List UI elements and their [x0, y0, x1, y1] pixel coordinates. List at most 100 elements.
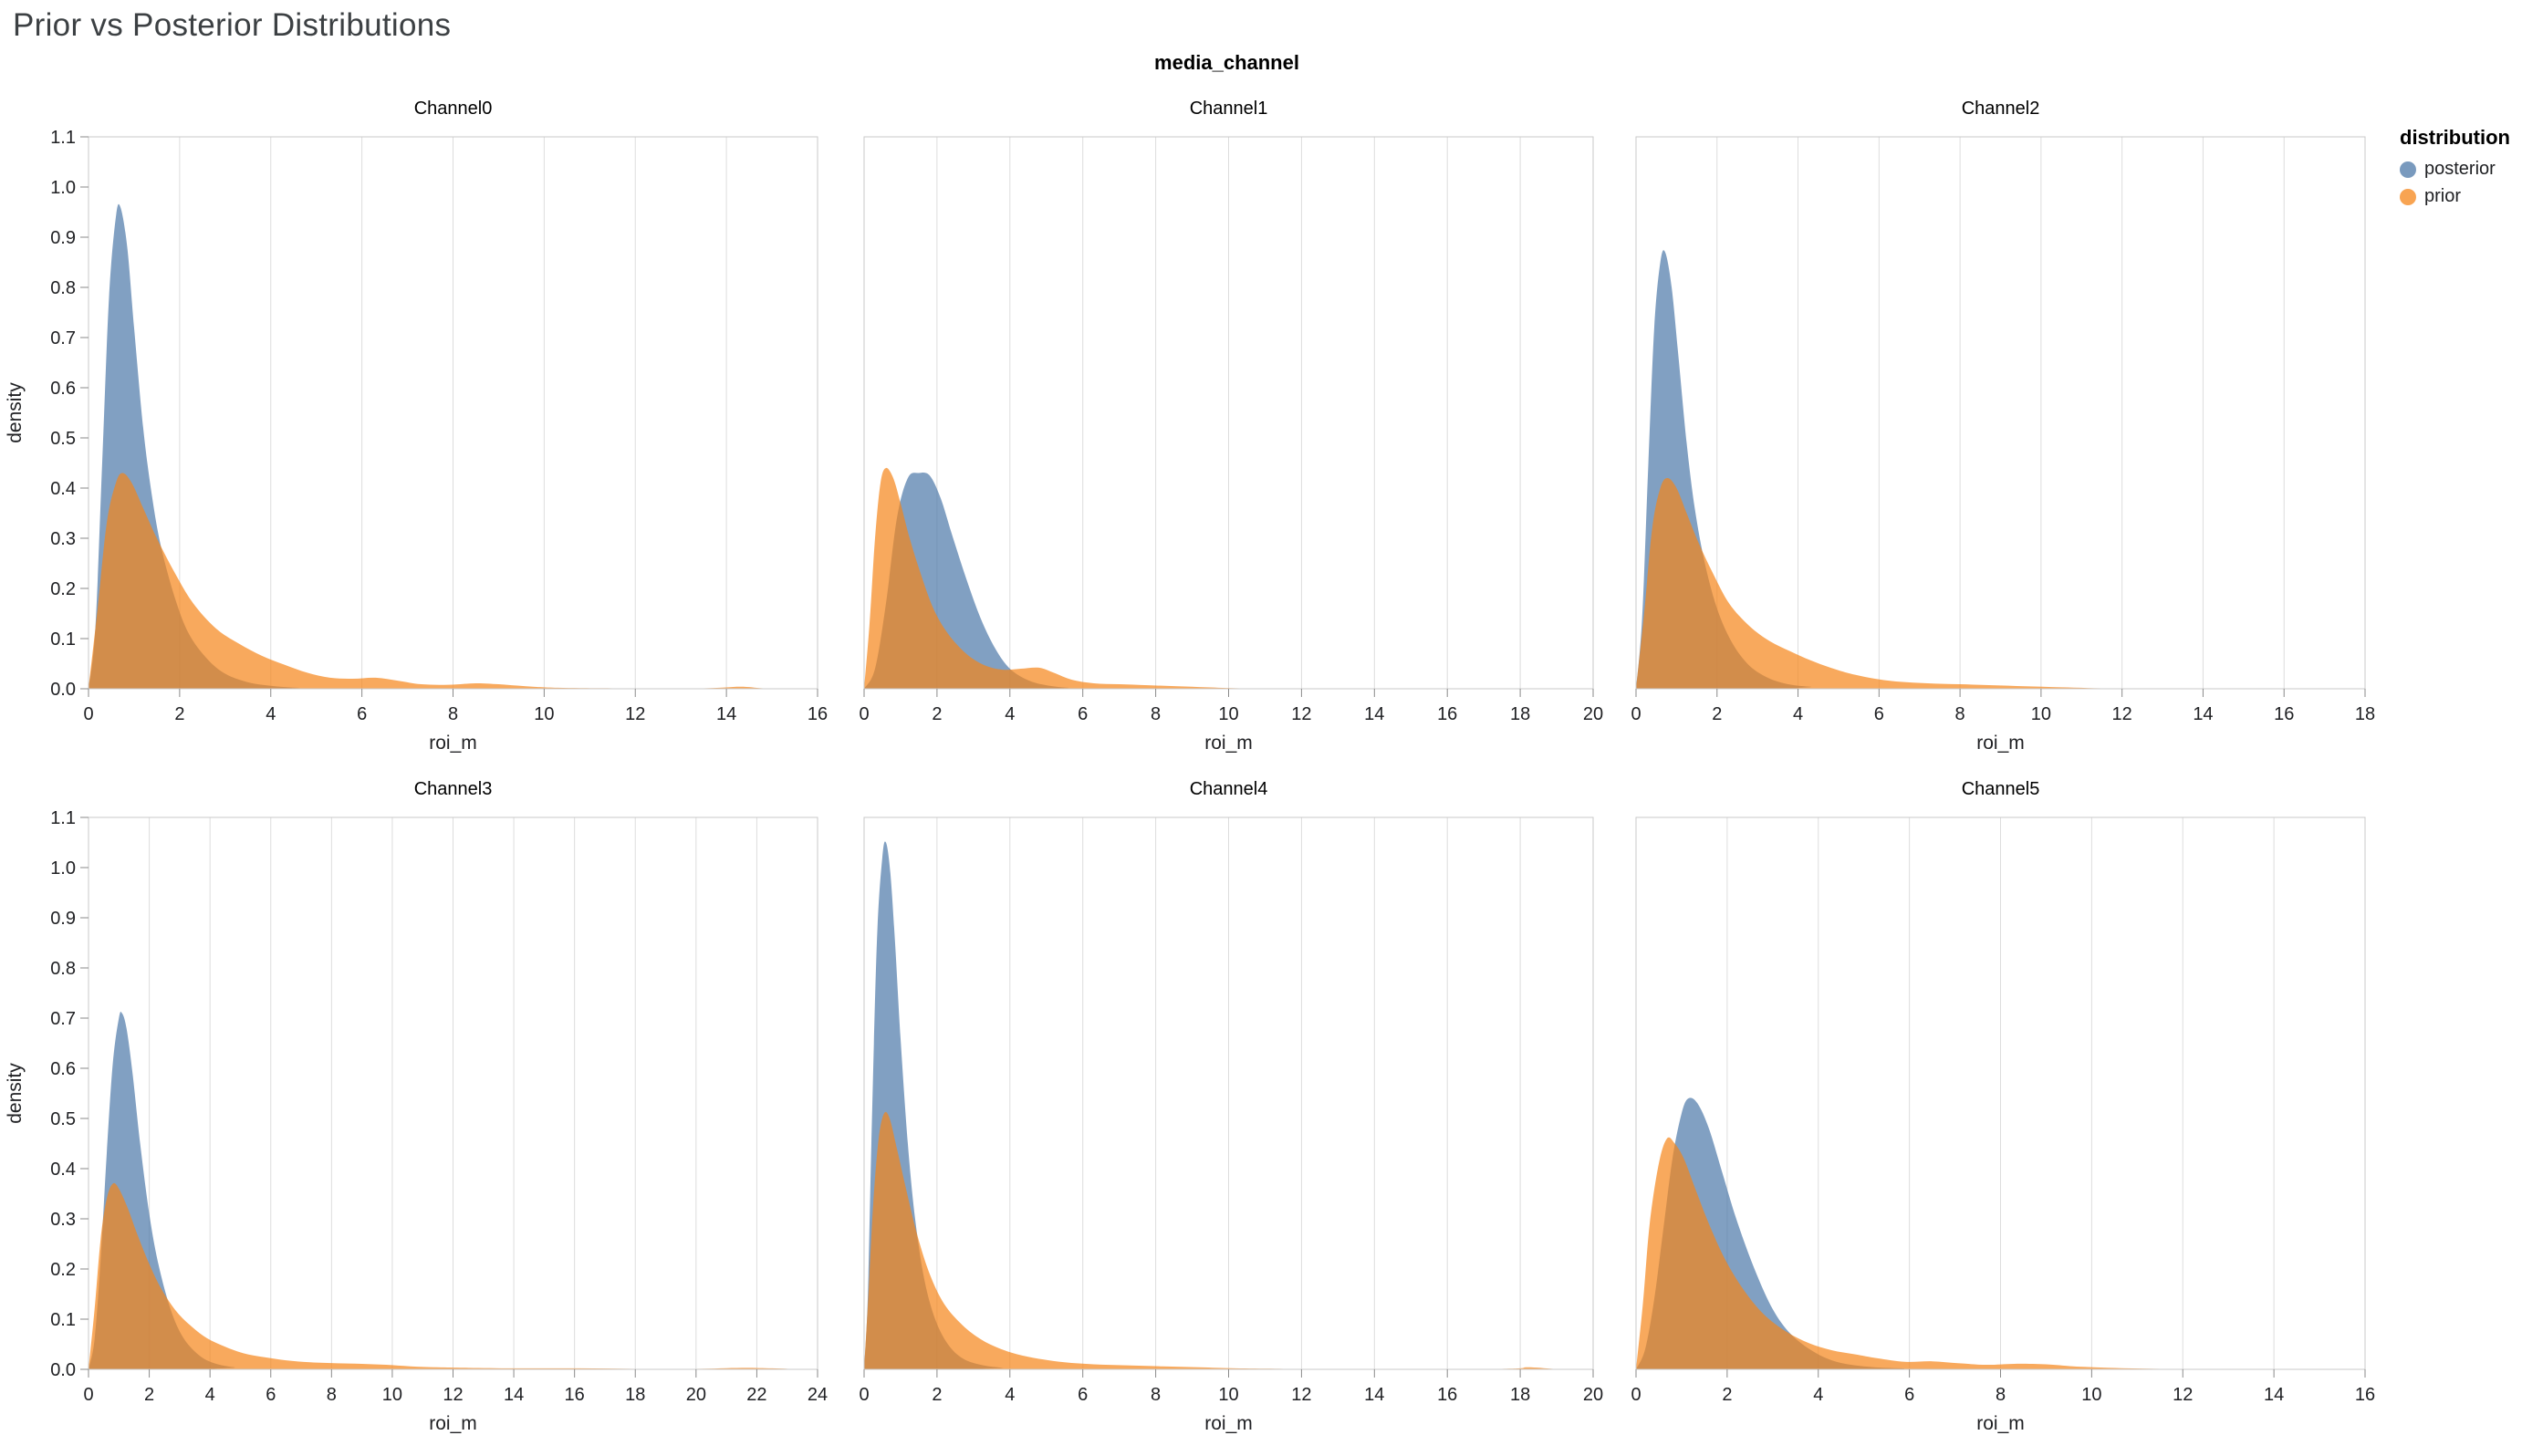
facet-title: Channel4	[1190, 779, 1268, 799]
posterior-swatch-icon	[2400, 161, 2416, 178]
x-tick-label: 18	[1510, 704, 1530, 724]
x-tick-label: 16	[2274, 704, 2294, 724]
y-axis: 0.0 0.1 0.2 0.3 0.4 0.5 0.6 0.7 0.8 0.9 1.0 1.1 dens…	[5, 808, 89, 1380]
facet-title: Channel1	[1190, 99, 1268, 119]
legend-entry-label: posterior	[2424, 159, 2496, 179]
x-axis-title: roi_m	[1204, 733, 1253, 754]
gridlines	[1716, 137, 2366, 689]
facet-title: Channel2	[1962, 99, 2040, 119]
x-tick-label: 4	[266, 704, 276, 724]
y-axis: 0.0 0.1 0.2 0.3 0.4 0.5 0.6 0.7 0.8 0.9 1.0 1.1 dens…	[5, 128, 89, 700]
x-tick-label: 16	[808, 704, 828, 724]
x-tick-label: 8	[1151, 1385, 1161, 1405]
x-tick-label: 18	[1510, 1385, 1530, 1405]
x-tick-label: 2	[174, 704, 184, 724]
x-tick-label: 10	[1218, 704, 1238, 724]
facet-title: Channel5	[1962, 779, 2040, 799]
x-tick-label: 10	[1218, 1385, 1238, 1405]
legend-entry-label: prior	[2424, 186, 2462, 206]
x-tick-label: 14	[1364, 704, 1384, 724]
y-tick-label: 0.9	[50, 228, 76, 248]
x-axis-title: roi_m	[1204, 1413, 1253, 1434]
x-tick-label: 20	[1583, 704, 1603, 724]
y-tick-label: 0.2	[50, 579, 76, 599]
legend-entries: posterior prior	[2400, 159, 2510, 207]
y-tick-label: 1.0	[50, 858, 76, 879]
x-tick-label: 14	[1364, 1385, 1384, 1405]
x-tick-label: 4	[205, 1385, 215, 1405]
x-tick-label: 2	[144, 1385, 154, 1405]
y-tick-label: 0.0	[50, 680, 76, 700]
gridlines	[936, 817, 1594, 1369]
density-areas	[864, 841, 1593, 1369]
x-tick-label: 10	[2081, 1385, 2101, 1405]
y-tick-label: 0.8	[50, 278, 76, 298]
y-axis-title: density	[5, 382, 26, 443]
x-axis-title: roi_m	[1976, 1413, 2025, 1434]
legend-entry-posterior: posterior	[2400, 159, 2510, 180]
gridlines	[149, 817, 818, 1369]
x-tick-label: 0	[1631, 704, 1641, 724]
facet-header: media_channel	[1154, 51, 1299, 74]
x-tick-label: 0	[1631, 1385, 1641, 1405]
page-title: Prior vs Posterior Distributions	[13, 7, 452, 43]
x-tick-label: 0	[859, 1385, 869, 1405]
x-tick-label: 6	[1904, 1385, 1914, 1405]
prior-area	[89, 473, 818, 689]
gridlines	[179, 137, 818, 689]
density-areas	[864, 467, 1593, 689]
x-tick-label: 2	[932, 704, 942, 724]
y-tick-label: 0.7	[50, 1009, 76, 1029]
gridlines	[936, 137, 1594, 689]
legend: distribution posterior prior	[2400, 126, 2510, 213]
prior-area	[1636, 1137, 2365, 1369]
prior-area	[89, 1182, 818, 1369]
density-areas	[89, 203, 818, 689]
y-tick-label: 0.6	[50, 379, 76, 399]
x-tick-label: 14	[716, 704, 736, 724]
x-tick-label: 16	[1437, 1385, 1457, 1405]
x-tick-label: 6	[266, 1385, 276, 1405]
x-tick-label: 6	[1874, 704, 1884, 724]
y-tick-label: 0.5	[50, 1109, 76, 1129]
x-tick-label: 6	[357, 704, 367, 724]
x-tick-label: 8	[448, 704, 458, 724]
y-tick-label: 0.4	[50, 479, 76, 499]
x-axis-title: roi_m	[1976, 733, 2025, 754]
y-tick-label: 1.1	[50, 128, 76, 148]
x-tick-label: 10	[2031, 704, 2051, 724]
x-axis: 0 2 4 6 8 10 12 14 16 roi_m	[83, 689, 828, 754]
prior-area	[1636, 478, 2365, 689]
x-tick-label: 12	[2112, 704, 2132, 724]
x-tick-label: 4	[1793, 704, 1803, 724]
y-tick-label: 0.4	[50, 1160, 76, 1180]
y-tick-label: 0.3	[50, 1210, 76, 1230]
legend-title: distribution	[2400, 126, 2510, 149]
x-tick-label: 8	[1996, 1385, 2006, 1405]
x-tick-label: 12	[443, 1385, 463, 1405]
x-tick-label: 12	[625, 704, 645, 724]
x-axis-title: roi_m	[429, 1413, 477, 1434]
x-tick-label: 14	[504, 1385, 524, 1405]
x-tick-label: 16	[1437, 704, 1457, 724]
x-tick-label: 10	[534, 704, 554, 724]
x-tick-label: 24	[808, 1385, 828, 1405]
density-areas	[1636, 1097, 2365, 1369]
x-tick-label: 16	[2355, 1385, 2375, 1405]
facet-channel1: Channel1 0 2 4 6 8 10 12 14 16 18 20 roi_m	[859, 99, 1603, 754]
x-tick-label: 12	[1291, 704, 1311, 724]
x-tick-label: 12	[2173, 1385, 2193, 1405]
prior-area	[864, 1111, 1593, 1369]
facet-channel4: Channel4 0 2 4 6 8 10 12 14 16 18 20 roi_m	[859, 779, 1603, 1434]
x-tick-label: 20	[686, 1385, 706, 1405]
x-tick-label: 22	[746, 1385, 766, 1405]
x-tick-label: 8	[327, 1385, 337, 1405]
x-tick-label: 0	[859, 704, 869, 724]
x-tick-label: 6	[1078, 1385, 1088, 1405]
x-tick-label: 10	[382, 1385, 402, 1405]
x-tick-label: 14	[2264, 1385, 2284, 1405]
density-areas	[1636, 250, 2365, 689]
y-axis-title: density	[5, 1063, 26, 1124]
x-tick-label: 12	[1291, 1385, 1311, 1405]
